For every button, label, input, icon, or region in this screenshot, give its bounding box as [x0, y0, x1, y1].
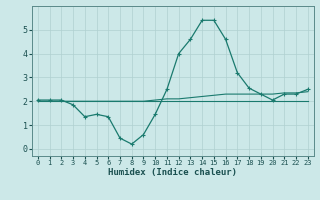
X-axis label: Humidex (Indice chaleur): Humidex (Indice chaleur): [108, 168, 237, 177]
